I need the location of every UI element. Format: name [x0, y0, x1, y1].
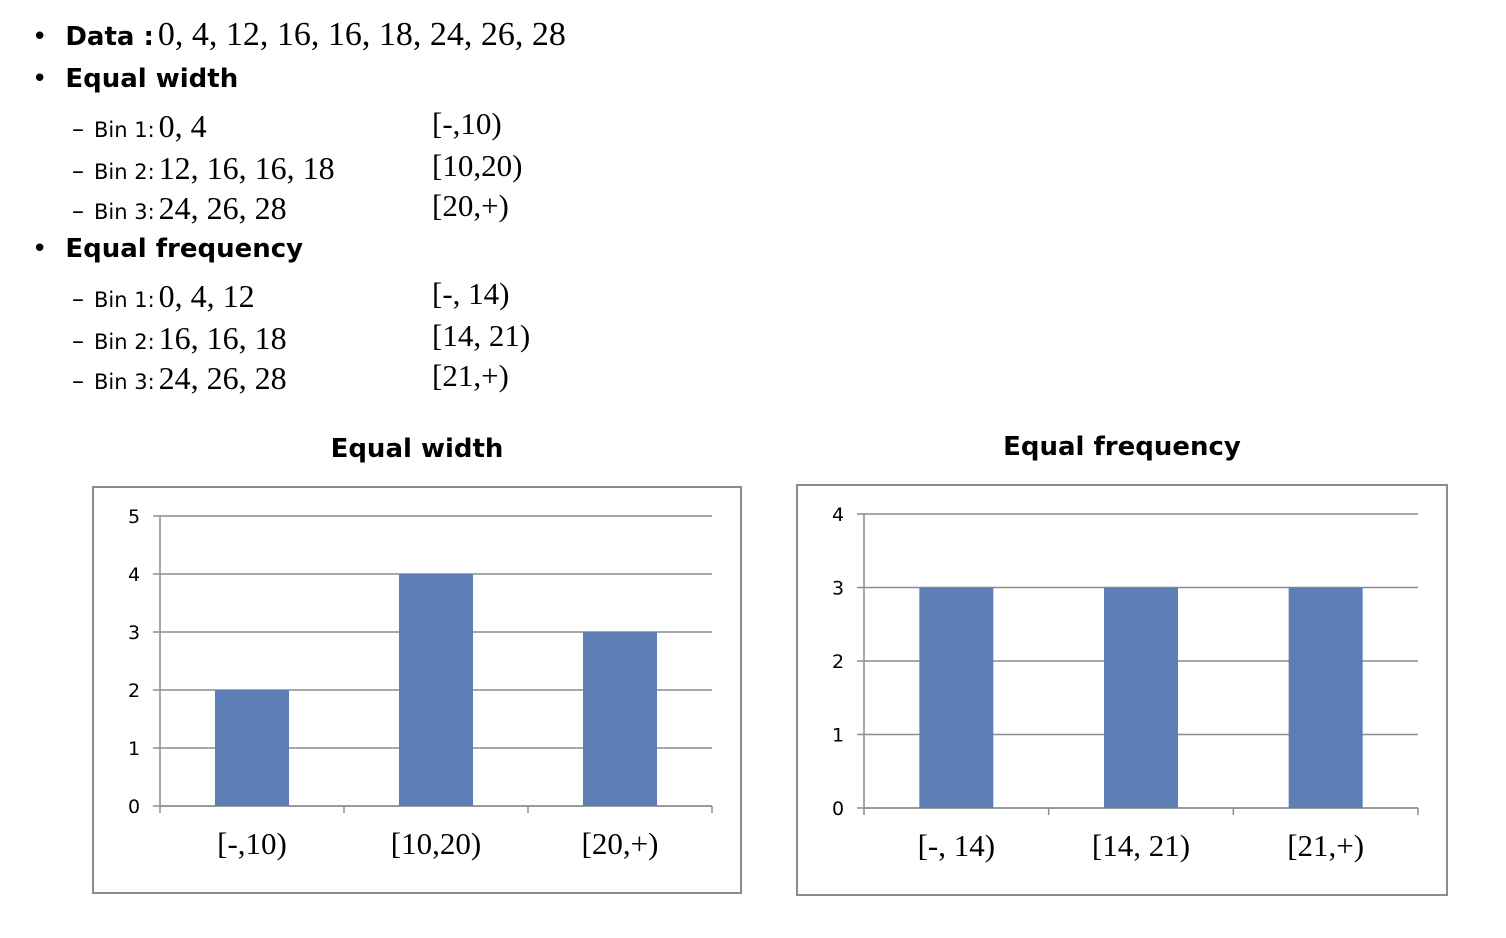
- y-tick-label: 4: [128, 564, 140, 586]
- bin-item: – Bin 1: 0, 4, 12: [72, 278, 255, 314]
- bar: [919, 587, 994, 808]
- bar: [583, 632, 657, 806]
- x-tick-label: [-, 14): [918, 828, 995, 863]
- bin-item: – Bin 3: 24, 26, 28: [72, 190, 287, 226]
- y-tick-label: 5: [128, 506, 140, 528]
- equal-frequency-chart: 0 1 2 3 4 [-, 14) [14, 21) [21,+): [832, 504, 1419, 863]
- y-tick-label: 3: [832, 578, 844, 600]
- chart-title: Equal width: [330, 434, 504, 464]
- bin-interval: [21,+): [432, 358, 509, 393]
- y-tick-label: 4: [832, 504, 844, 526]
- y-tick-label: 2: [832, 651, 844, 673]
- x-tick-label: [21,+): [1287, 828, 1364, 863]
- chart-frame: 0 1 2 3 4 5 [-,10) [10,20) [20,+): [92, 486, 742, 894]
- bar: [1104, 587, 1178, 808]
- y-tick-label: 0: [128, 796, 140, 818]
- dash-icon: –: [72, 197, 84, 225]
- bullet-dot-icon: •: [32, 234, 48, 264]
- dash-icon: –: [72, 367, 84, 395]
- dash-icon: –: [72, 327, 84, 355]
- bin-item: – Bin 1: 0, 4: [72, 108, 207, 144]
- bar: [1288, 587, 1363, 808]
- bin-item: – Bin 2: 16, 16, 18: [72, 320, 287, 356]
- data-label: Data :: [65, 22, 154, 52]
- bar: [215, 690, 289, 806]
- x-tick-label: [-,10): [217, 826, 287, 861]
- x-tick-label: [14, 21): [1092, 828, 1190, 863]
- bin-item: – Bin 3: 24, 26, 28: [72, 360, 287, 396]
- bullet-dot-icon: •: [32, 64, 48, 94]
- y-tick-label: 0: [832, 798, 844, 820]
- equal-width-chart: 0 1 2 3 4 5 [-,10) [10,20) [20,+): [128, 506, 713, 861]
- bullet-dot-icon: •: [32, 22, 48, 52]
- data-values: 0, 4, 12, 16, 16, 18, 24, 26, 28: [157, 16, 566, 53]
- x-tick-label: [10,20): [391, 826, 481, 861]
- bin-interval: [20,+): [432, 188, 509, 223]
- y-tick-label: 2: [128, 680, 140, 702]
- dash-icon: –: [72, 115, 84, 143]
- bar: [399, 574, 473, 806]
- bin-interval: [-,10): [432, 106, 502, 141]
- chart-frame: 0 1 2 3 4 [-, 14) [14, 21) [21,+): [796, 484, 1448, 896]
- bin-interval: [10,20): [432, 148, 523, 183]
- y-tick-label: 1: [128, 738, 140, 760]
- y-tick-label: 1: [832, 725, 844, 747]
- y-tick-label: 3: [128, 622, 140, 644]
- dash-icon: –: [72, 285, 84, 313]
- chart-title: Equal frequency: [1003, 432, 1241, 462]
- bin-interval: [14, 21): [432, 318, 531, 353]
- bin-interval: [-, 14): [432, 276, 510, 311]
- section-heading: • Equal width: [32, 64, 239, 94]
- x-tick-label: [20,+): [582, 826, 659, 861]
- dash-icon: –: [72, 157, 84, 185]
- data-line: • Data : 0, 4, 12, 16, 16, 18, 24, 26, 2…: [32, 16, 566, 54]
- section-heading: • Equal frequency: [32, 234, 304, 264]
- bin-item: – Bin 2: 12, 16, 16, 18: [72, 150, 335, 186]
